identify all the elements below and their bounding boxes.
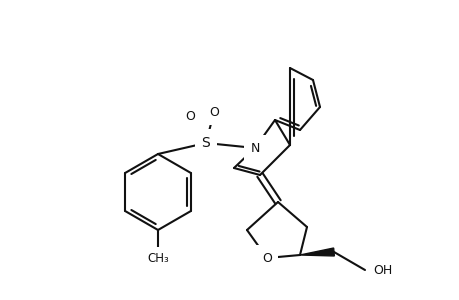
Text: N: N <box>250 142 259 154</box>
Text: O: O <box>262 251 271 265</box>
Text: O: O <box>208 106 218 118</box>
Polygon shape <box>299 248 334 256</box>
Text: OH: OH <box>372 263 392 277</box>
Text: O: O <box>185 110 195 124</box>
Text: CH₃: CH₃ <box>147 253 168 266</box>
Text: S: S <box>201 136 210 150</box>
